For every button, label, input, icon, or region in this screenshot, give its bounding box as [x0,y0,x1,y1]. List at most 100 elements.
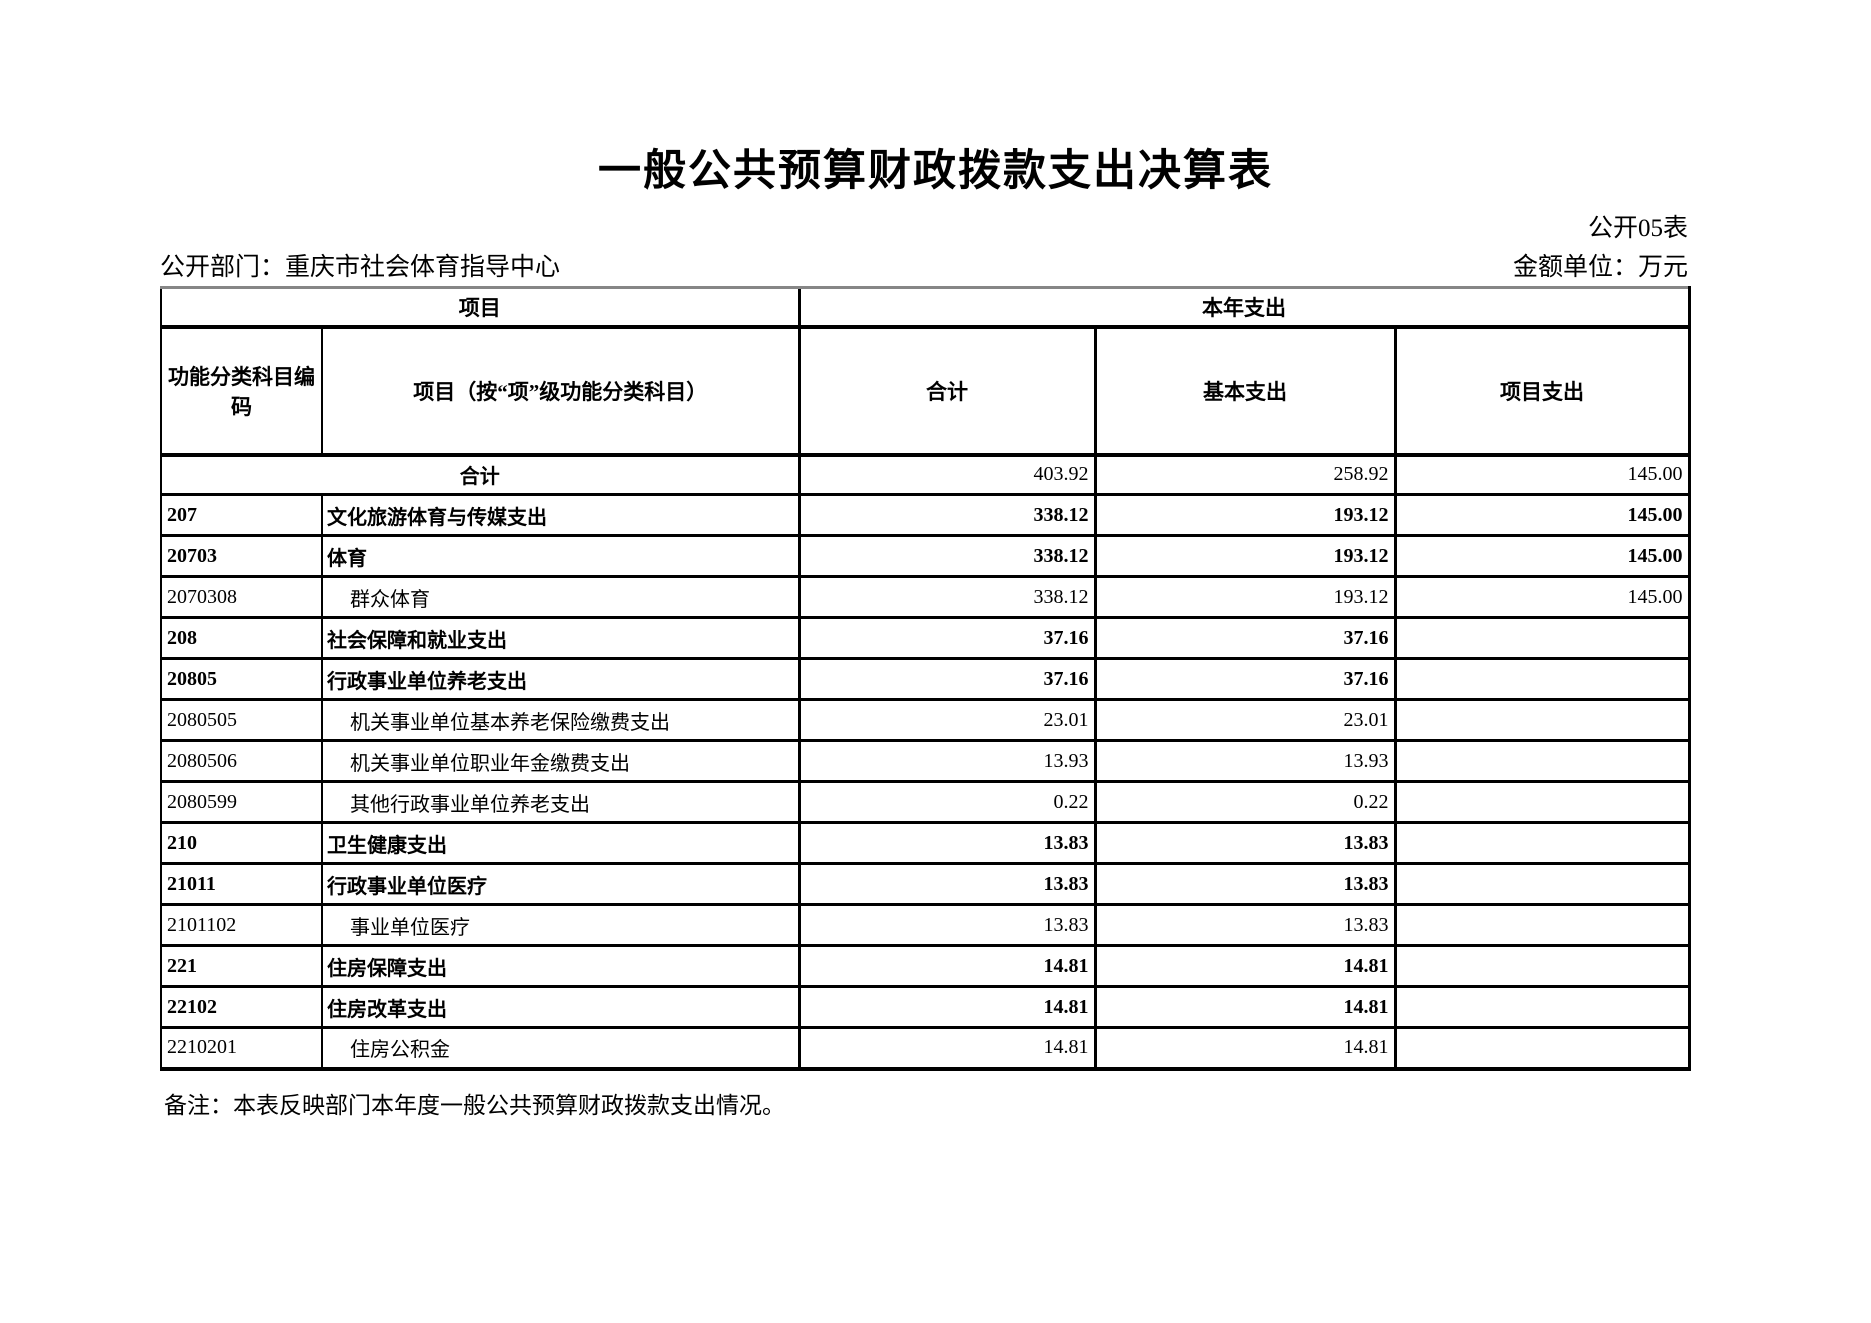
code-cell: 2210201 [160,1026,323,1071]
header-col-code: 功能分类科目编码 [160,325,323,457]
basic-cell: 193.12 [1093,493,1396,537]
name-cell: 行政事业单位养老支出 [321,657,800,701]
table-row: 208 社会保障和就业支出 37.16 37.16 [160,616,1691,660]
name-cell: 住房改革支出 [321,985,800,1029]
total-basic-cell: 258.92 [1093,453,1396,496]
basic-cell: 13.83 [1093,903,1396,947]
code-cell: 22102 [160,985,323,1029]
name-cell: 行政事业单位医疗 [321,862,800,906]
project-cell [1393,862,1691,906]
table-row: 2210201 住房公积金 14.81 14.81 [160,1026,1691,1071]
total-cell: 338.12 [797,575,1096,619]
basic-cell: 13.93 [1093,739,1396,783]
project-cell [1393,780,1691,824]
header-col-item: 项目（按“项”级功能分类科目） [321,325,800,457]
total-cell: 37.16 [797,657,1096,701]
table-row: 20805 行政事业单位养老支出 37.16 37.16 [160,657,1691,701]
table-row: 221 住房保障支出 14.81 14.81 [160,944,1691,988]
code-cell: 207 [160,493,323,537]
basic-cell: 13.83 [1093,862,1396,906]
total-cell: 23.01 [797,698,1096,742]
table-header: 项目 本年支出 功能分类科目编码 项目（按“项”级功能分类科目） 合计 基本支出… [160,286,1691,457]
total-cell: 338.12 [797,493,1096,537]
header-group-row: 项目 本年支出 [160,286,1691,329]
total-cell: 338.12 [797,534,1096,578]
project-cell [1393,739,1691,783]
total-cell: 37.16 [797,616,1096,660]
table-row: 2080505 机关事业单位基本养老保险缴费支出 23.01 23.01 [160,698,1691,742]
table-row: 2080599 其他行政事业单位养老支出 0.22 0.22 [160,780,1691,824]
project-cell: 145.00 [1393,575,1691,619]
name-cell: 住房保障支出 [321,944,800,988]
basic-cell: 193.12 [1093,534,1396,578]
total-label-cell: 合计 [160,453,800,496]
basic-cell: 14.81 [1093,1026,1396,1071]
basic-cell: 37.16 [1093,616,1396,660]
table-row: 22102 住房改革支出 14.81 14.81 [160,985,1691,1029]
code-cell: 2101102 [160,903,323,947]
total-cell: 14.81 [797,985,1096,1029]
code-cell: 20703 [160,534,323,578]
project-cell: 145.00 [1393,534,1691,578]
header-column-row: 功能分类科目编码 项目（按“项”级功能分类科目） 合计 基本支出 项目支出 [160,325,1691,457]
code-cell: 210 [160,821,323,865]
name-cell: 事业单位医疗 [321,903,800,947]
project-cell [1393,944,1691,988]
table-meta-line: 公开部门：重庆市社会体育指导中心 金额单位：万元 [160,247,1688,283]
code-cell: 20805 [160,657,323,701]
table-row: 2080506 机关事业单位职业年金缴费支出 13.93 13.93 [160,739,1691,783]
name-cell: 群众体育 [321,575,800,619]
total-cell: 14.81 [797,944,1096,988]
name-cell: 体育 [321,534,800,578]
total-cell: 13.93 [797,739,1096,783]
basic-cell: 14.81 [1093,944,1396,988]
budget-expenditure-table: 项目 本年支出 功能分类科目编码 项目（按“项”级功能分类科目） 合计 基本支出… [160,286,1691,1071]
footnote: 备注：本表反映部门本年度一般公共预算财政拨款支出情况。 [164,1093,785,1118]
header-col-basic: 基本支出 [1093,325,1396,457]
project-cell [1393,698,1691,742]
basic-cell: 193.12 [1093,575,1396,619]
header-current-year-group: 本年支出 [797,286,1691,329]
table-row: 2070308 群众体育 338.12 193.12 145.00 [160,575,1691,619]
code-cell: 2080599 [160,780,323,824]
basic-cell: 37.16 [1093,657,1396,701]
name-cell: 机关事业单位基本养老保险缴费支出 [321,698,800,742]
table-row: 2101102 事业单位医疗 13.83 13.83 [160,903,1691,947]
table-row: 207 文化旅游体育与传媒支出 338.12 193.12 145.00 [160,493,1691,537]
name-cell: 社会保障和就业支出 [321,616,800,660]
name-cell: 住房公积金 [321,1026,800,1071]
basic-cell: 0.22 [1093,780,1396,824]
total-cell: 14.81 [797,1026,1096,1071]
table-row-total: 合计 403.92 258.92 145.00 [160,453,1691,496]
total-cell: 13.83 [797,821,1096,865]
project-cell: 145.00 [1393,493,1691,537]
unit-label: 金额单位：万元 [1512,254,1688,281]
project-cell [1393,903,1691,947]
code-cell: 21011 [160,862,323,906]
total-project-cell: 145.00 [1393,453,1691,496]
header-project-group: 项目 [160,286,800,329]
project-cell [1393,616,1691,660]
name-cell: 其他行政事业单位养老支出 [321,780,800,824]
basic-cell: 23.01 [1093,698,1396,742]
code-cell: 2080505 [160,698,323,742]
code-cell: 2080506 [160,739,323,783]
sheet-number-label: 公开05表 [1587,215,1688,242]
table-row: 20703 体育 338.12 193.12 145.00 [160,534,1691,578]
code-cell: 2070308 [160,575,323,619]
total-cell: 0.22 [797,780,1096,824]
total-sum-cell: 403.92 [797,453,1096,496]
total-cell: 13.83 [797,903,1096,947]
table-row: 210 卫生健康支出 13.83 13.83 [160,821,1691,865]
page-title: 一般公共预算财政拨款支出决算表 [598,147,1273,195]
table-row: 21011 行政事业单位医疗 13.83 13.83 [160,862,1691,906]
basic-cell: 14.81 [1093,985,1396,1029]
name-cell: 卫生健康支出 [321,821,800,865]
total-cell: 13.83 [797,862,1096,906]
name-cell: 文化旅游体育与传媒支出 [321,493,800,537]
project-cell [1393,985,1691,1029]
code-cell: 208 [160,616,323,660]
table-body: 合计 403.92 258.92 145.00 207 文化旅游体育与传媒支出 … [160,453,1691,1071]
header-col-project: 项目支出 [1393,325,1691,457]
project-cell [1393,657,1691,701]
